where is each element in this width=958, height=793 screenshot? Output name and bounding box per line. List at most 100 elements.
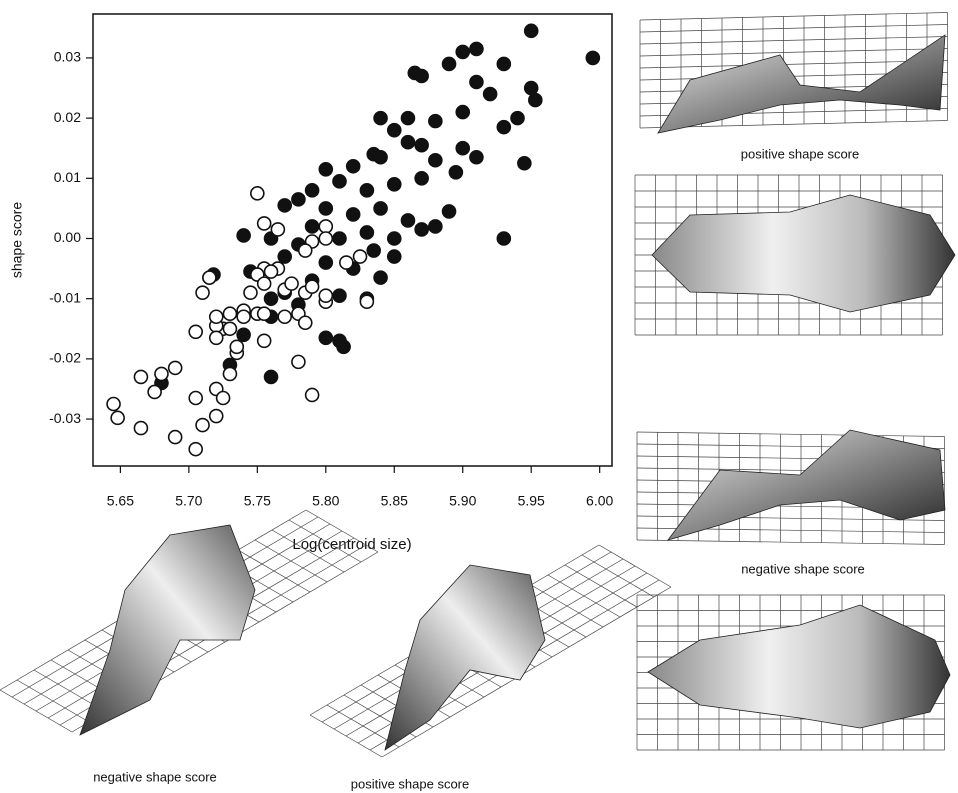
- point: [386, 177, 402, 192]
- point: [222, 306, 238, 322]
- wireframe: [639, 60, 948, 69]
- point: [297, 243, 313, 258]
- point: [188, 324, 204, 340]
- point: [373, 149, 388, 165]
- point: [110, 410, 125, 426]
- point: [318, 288, 334, 303]
- point: [496, 119, 512, 135]
- point: [400, 134, 416, 150]
- panel-caption: positive shape score: [351, 776, 470, 791]
- wireframe: [636, 431, 945, 437]
- point: [523, 80, 539, 96]
- point: [318, 231, 334, 246]
- point: [455, 104, 471, 120]
- point: [318, 201, 334, 216]
- point: [482, 86, 498, 102]
- point: [263, 264, 279, 279]
- x-tick-label: 5.65: [107, 493, 134, 509]
- point: [277, 309, 293, 325]
- point: [277, 198, 293, 213]
- point: [256, 276, 272, 291]
- wireframe: [639, 12, 948, 21]
- point: [428, 113, 443, 129]
- x-axis-label: Log(centroid size): [292, 536, 411, 553]
- skull-dorsal: [647, 604, 951, 729]
- skull-lateral: [666, 429, 946, 541]
- plot-frame: [92, 13, 613, 467]
- point: [284, 276, 299, 291]
- point: [414, 222, 429, 237]
- x-tick-label: 6.00: [586, 493, 613, 509]
- point: [167, 429, 183, 445]
- point: [263, 291, 279, 306]
- point: [304, 219, 320, 234]
- point: [188, 441, 204, 457]
- point: [345, 207, 361, 222]
- point: [202, 270, 217, 285]
- point: [304, 183, 320, 198]
- point: [229, 339, 245, 355]
- skull-dorsal: [651, 194, 956, 313]
- point: [270, 222, 286, 237]
- point: [195, 285, 210, 300]
- point: [441, 204, 457, 219]
- point: [345, 158, 361, 174]
- wireframe: [639, 48, 948, 57]
- y-tick-label: 0.01: [54, 169, 81, 185]
- panel-caption: negative shape score: [741, 561, 865, 576]
- point: [263, 369, 279, 385]
- y-tick-label: 0.02: [54, 109, 81, 125]
- point: [208, 330, 224, 346]
- point: [243, 285, 258, 300]
- point: [448, 164, 464, 180]
- point: [373, 110, 388, 126]
- panel-caption: positive shape score: [741, 146, 860, 161]
- wireframe: [639, 36, 948, 45]
- point: [304, 279, 320, 294]
- point: [167, 360, 183, 376]
- point: [359, 294, 375, 309]
- point: [585, 50, 601, 66]
- point: [386, 231, 402, 246]
- point: [469, 41, 484, 57]
- point: [510, 110, 525, 126]
- point: [528, 92, 543, 108]
- point: [428, 152, 443, 168]
- point: [297, 315, 313, 331]
- skull-oblique: [79, 524, 256, 736]
- point: [250, 186, 265, 201]
- x-tick-label: 5.80: [312, 493, 339, 509]
- wireframe: [639, 24, 948, 33]
- point: [455, 44, 471, 60]
- point: [428, 219, 443, 234]
- y-axis-label: shape score: [9, 202, 25, 278]
- y-tick-label: -0.02: [49, 350, 81, 366]
- point: [359, 225, 375, 240]
- point: [188, 390, 204, 406]
- point: [133, 420, 149, 436]
- point: [386, 122, 402, 138]
- point: [318, 161, 334, 177]
- x-tick-label: 5.95: [518, 493, 545, 509]
- point: [318, 330, 334, 346]
- point: [414, 171, 429, 186]
- point: [208, 408, 224, 424]
- point: [147, 384, 162, 400]
- point: [407, 65, 423, 81]
- y-tick-label: -0.03: [49, 410, 81, 426]
- y-tick-label: 0.00: [54, 229, 81, 245]
- point: [400, 110, 416, 126]
- y-tick-label: -0.01: [49, 289, 81, 305]
- point: [352, 249, 368, 264]
- point: [236, 309, 251, 325]
- point: [332, 288, 347, 303]
- point: [523, 23, 539, 39]
- point: [332, 174, 347, 189]
- point: [373, 270, 388, 285]
- point: [222, 321, 238, 337]
- point: [400, 213, 416, 228]
- point: [236, 327, 251, 343]
- point: [318, 255, 334, 270]
- skull-lateral: [657, 34, 946, 134]
